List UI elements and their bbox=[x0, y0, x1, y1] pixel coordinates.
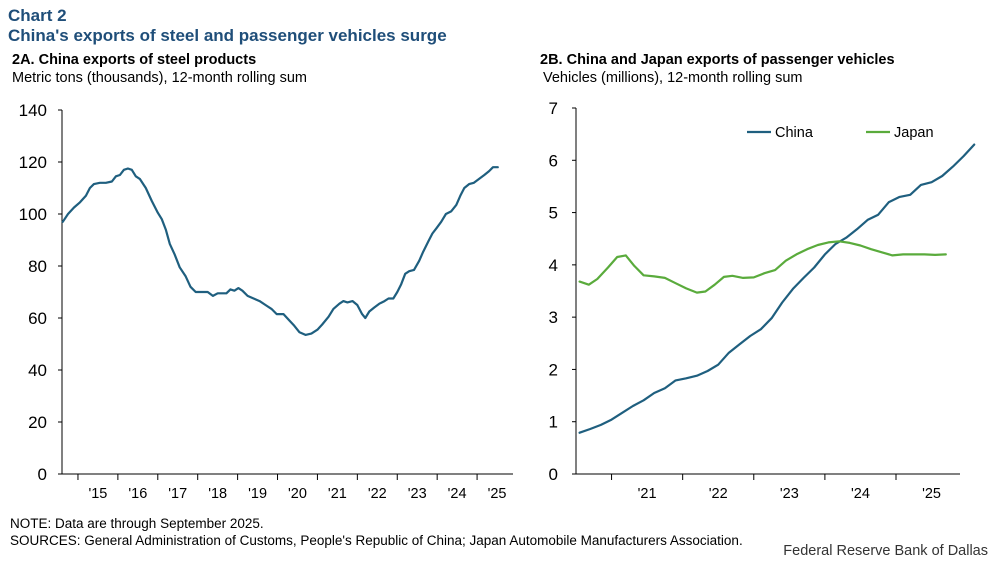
panel-b-x-tick-label: '24 bbox=[851, 486, 870, 502]
panel-b-series-china bbox=[578, 143, 976, 434]
panel-b-x-tick-label: '23 bbox=[780, 486, 799, 502]
footnote: NOTE: Data are through September 2025. bbox=[10, 516, 264, 531]
panel-a-x-tick-label: '18 bbox=[208, 486, 227, 502]
panel-b-legend: China Japan bbox=[747, 125, 934, 141]
panel-a-title: 2A. China exports of steel products bbox=[12, 52, 257, 68]
panel-a-y-tick-label: 100 bbox=[19, 205, 47, 224]
panel-a-y-tick-label: 140 bbox=[19, 101, 47, 120]
chart-label: Chart 2 bbox=[8, 6, 67, 25]
sources-note: SOURCES: General Administration of Custo… bbox=[10, 533, 743, 548]
panel-b-title: 2B. China and Japan exports of passenger… bbox=[540, 52, 895, 68]
chart-title: China's exports of steel and passenger v… bbox=[8, 26, 447, 45]
panel-a-x-tick-label: '19 bbox=[248, 486, 267, 502]
panel-a-y-tick-label: 80 bbox=[28, 257, 47, 276]
panel-a-y-tick-label: 0 bbox=[38, 465, 47, 484]
panel-b-y-tick-label: 5 bbox=[549, 204, 558, 223]
panel-a-x-tick-label: '17 bbox=[168, 486, 187, 502]
panel-b-y-tick-label: 3 bbox=[549, 308, 558, 327]
panel-a-x-tick-label: '20 bbox=[288, 486, 307, 502]
panel-b-x-tick-label: '21 bbox=[638, 486, 657, 502]
panel-a-y-tick-label: 40 bbox=[28, 361, 47, 380]
panel-b-subtitle: Vehicles (millions), 12-month rolling su… bbox=[543, 70, 803, 86]
panel-b-y-tick-label: 4 bbox=[549, 256, 558, 275]
panel-b-group: 0 1 2 3 4 5 6 7 '21 '22 '23 '24 '25 China Japan bbox=[549, 99, 976, 502]
panel-b-x-tick-label: '22 bbox=[709, 486, 728, 502]
panel-a-x-tick-label: '16 bbox=[128, 486, 147, 502]
panel-a-subtitle: Metric tons (thousands), 12-month rollin… bbox=[12, 70, 307, 86]
panel-a-series-china-steel-exports bbox=[61, 166, 499, 336]
panel-b-y-tick-label: 6 bbox=[549, 151, 558, 170]
panel-b-x-tick-label: '25 bbox=[922, 486, 941, 502]
panel-a-x-tick-label: '25 bbox=[488, 486, 507, 502]
panel-b-y-tick-label: 0 bbox=[549, 465, 558, 484]
panel-a-y-tick-label: 20 bbox=[28, 413, 47, 432]
panel-a-y-tick-label: 120 bbox=[19, 153, 47, 172]
panel-b-y-tick-label: 2 bbox=[549, 360, 558, 379]
credit-line: Federal Reserve Bank of Dallas bbox=[783, 543, 988, 559]
panel-a-x-tick-label: '22 bbox=[368, 486, 387, 502]
legend-label-japan: Japan bbox=[894, 125, 934, 141]
panel-a-y-tick-label: 60 bbox=[28, 309, 47, 328]
panel-a-group: 0 20 40 60 80 100 120 140 '15 '16 '17 '18 '19 '20 '21 '… bbox=[19, 101, 513, 502]
panel-a-x-tick-label: '21 bbox=[328, 486, 347, 502]
panel-b-y-tick-label: 7 bbox=[549, 99, 558, 118]
panel-a-x-tick-label: '15 bbox=[88, 486, 107, 502]
panel-a-x-tick-label: '24 bbox=[448, 486, 467, 502]
legend-label-china: China bbox=[775, 125, 814, 141]
panel-b-series-japan bbox=[578, 240, 947, 294]
panel-a-x-tick-label: '23 bbox=[408, 486, 427, 502]
panel-b-y-tick-label: 1 bbox=[549, 413, 558, 432]
